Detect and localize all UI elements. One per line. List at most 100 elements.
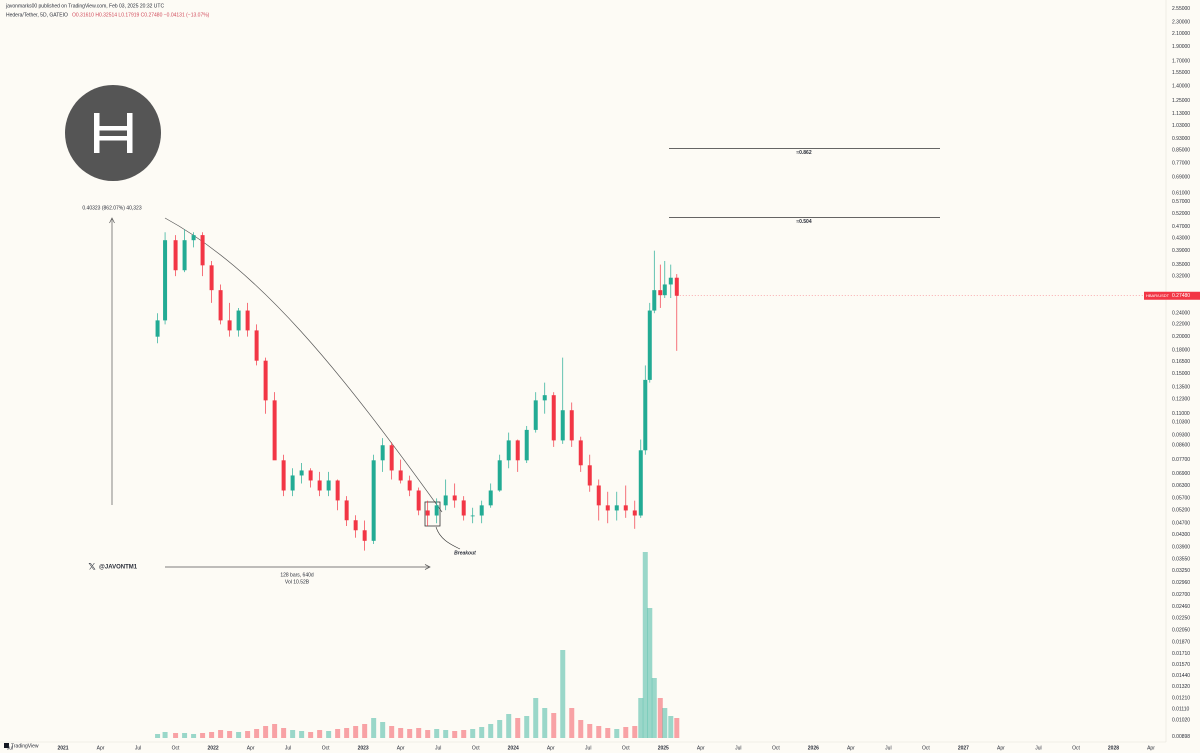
volume-bar [380,722,386,738]
y-tick-label: 0.07700 [1172,457,1190,463]
y-tick-label: 1.70000 [1172,58,1190,64]
candle-body [623,505,628,511]
candle-body [674,277,679,296]
volume-bar [254,729,260,738]
level-label: ≈0.504 [796,219,811,225]
y-tick-label: 0.02960 [1172,580,1190,586]
y-tick-label: 1.55000 [1172,70,1190,76]
volume-bar [674,718,680,738]
volume-bar [497,720,503,738]
y-tick-label: 0.93000 [1172,136,1190,142]
y-tick-label: 0.01210 [1172,695,1190,701]
candle-body [182,240,187,271]
x-tick-label: Jul [7,745,13,751]
y-tick-label: 0.00898 [1172,734,1190,740]
y-tick-label: 0.02460 [1172,604,1190,610]
y-tick-label: 0.47000 [1172,224,1190,230]
candle-body [662,284,667,296]
y-tick-label: 0.06300 [1172,483,1190,489]
volume-bar [470,729,476,738]
volume-bar [236,732,242,738]
volume-bar [524,716,530,738]
volume-bar [542,708,548,738]
volume-bar [443,730,449,738]
volume-bar [326,731,332,738]
x-tick-label: Jul [135,745,141,751]
y-tick-label: 0.10300 [1172,419,1190,425]
ohlc-readout: O0.31610 H0.32514 L0.17919 C0.27480 −0.0… [72,12,210,18]
x-tick-label: Oct [322,745,330,751]
candle-body [218,290,223,321]
y-tick-label: 0.15000 [1172,371,1190,377]
candle-body [652,290,657,311]
candle-body [587,465,592,486]
volume-bar [614,729,620,738]
y-tick-label: 0.01440 [1172,673,1190,679]
y-tick-label: 1.90000 [1172,44,1190,50]
volume-bar [651,678,657,738]
volume-bar [335,729,341,738]
volume-bar [668,716,674,738]
x-tick-label: Jul [435,745,441,751]
candle-body [479,505,484,516]
candle-body [263,360,268,401]
volume-bar [642,552,648,738]
volume-bar [362,724,368,738]
candle-body [533,400,538,430]
y-tick-label: 0.01570 [1172,662,1190,668]
volume-bar [398,728,404,738]
volume-bar [488,724,494,738]
y-tick-label: 1.03000 [1172,123,1190,129]
publisher-line: javonmarks00 published on TradingView.co… [5,3,164,9]
candle-body [524,429,529,461]
candle-body [551,395,556,441]
volume-bar [632,726,638,738]
candle-body [299,470,304,476]
candle-body [254,330,259,361]
y-tick-label: 0.05200 [1172,508,1190,514]
volume-bar [657,698,663,738]
volume-bar [389,726,395,738]
last-price-label: 0.27480 [1172,293,1190,299]
candle-body [245,310,250,331]
x-tick-label: Jul [285,745,291,751]
candle-body [434,505,439,516]
x-tick-label: Jul [585,745,591,751]
candle-body [596,485,601,506]
volume-bar [245,731,251,738]
y-tick-label: 1.25000 [1172,98,1190,104]
volume-bar [560,650,566,738]
volume-bar [227,731,233,738]
tv-logo [4,743,9,748]
y-tick-label: 0.52000 [1172,211,1190,217]
time-range-measure: 128 bars, 640d Vol 10.52B [165,564,431,585]
breakout-note: Breakout [424,501,476,556]
volume-bar [623,727,629,738]
measure-arrowhead [424,564,431,570]
y-tick-label: 0.16500 [1172,359,1190,365]
y-tick-label: 0.11000 [1172,411,1190,417]
breakout-arrow [435,526,461,550]
volume-bar [299,731,305,738]
candle-body [470,515,475,517]
volume-bar [218,730,224,738]
candle-body [326,480,331,491]
logo-stroke [97,126,130,131]
symbol-tag: HBAR/USDT [1146,293,1170,298]
candle-body [461,500,466,516]
candle-body [389,445,394,471]
y-tick-label: 0.04300 [1172,532,1190,538]
x-tick-label: Apr [397,745,405,751]
tv-watermark: TradingView [4,743,39,749]
volume-bar [506,714,512,738]
x-tick-label: Apr [697,745,705,751]
watermark: TradingView [11,743,39,749]
y-tick-label: 0.04700 [1172,521,1190,527]
candle-body [200,235,205,266]
candle-body [605,505,610,511]
y-tick-label: 0.08600 [1172,443,1190,449]
volume-bar [191,734,197,738]
candle-body [362,530,367,541]
y-tick-label: 0.01110 [1172,706,1190,712]
